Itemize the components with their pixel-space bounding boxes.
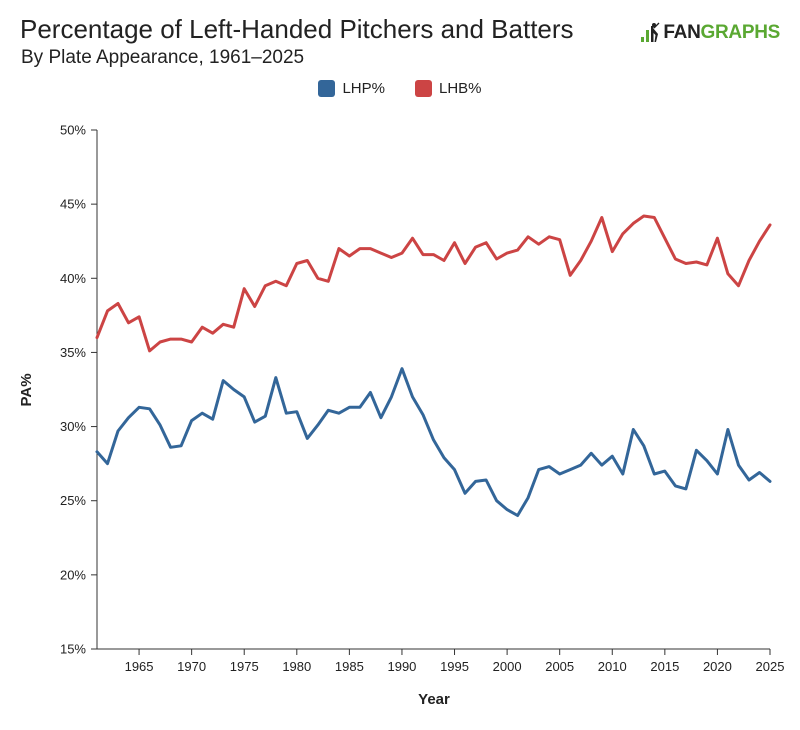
- y-tick-label: 15%: [60, 642, 86, 657]
- x-tick-label: 1995: [440, 659, 469, 674]
- x-tick-label: 2000: [493, 659, 522, 674]
- x-tick-label: 2010: [598, 659, 627, 674]
- y-tick-label: 40%: [60, 271, 86, 286]
- lhp-series-line: [95, 367, 772, 517]
- chart-title: Percentage of Left-Handed Pitchers and B…: [20, 14, 574, 44]
- legend-label-lhb: LHB%: [439, 80, 482, 97]
- chart-subtitle: By Plate Appearance, 1961–2025: [21, 47, 305, 68]
- legend-item-lhb[interactable]: LHB%: [415, 80, 482, 97]
- x-tick-label: 1985: [335, 659, 364, 674]
- x-tick-label: 2005: [545, 659, 574, 674]
- x-axis: 1965 1970 1975 1980 1985 1990 1995 2000 2005 2010…: [97, 648, 785, 674]
- x-tick-label: 2020: [703, 659, 732, 674]
- y-axis: 15% 20% 25% 30% 35% 40% 45% 50%: [60, 123, 98, 657]
- y-tick-label: 25%: [60, 493, 86, 508]
- x-tick-label: 1990: [387, 659, 416, 674]
- legend-label-lhp: LHP%: [342, 80, 385, 97]
- x-axis-title: Year: [418, 691, 450, 708]
- x-tick-label: 2015: [650, 659, 679, 674]
- fangraphs-logo[interactable]: FAN GRAPHS: [640, 22, 780, 44]
- legend-swatch-lhb: [415, 80, 432, 97]
- legend-item-lhp[interactable]: LHP%: [318, 80, 385, 97]
- lhb-series-line: [95, 214, 772, 353]
- logo-text-graphs: GRAPHS: [700, 22, 781, 43]
- batter-logo-icon: [641, 22, 660, 42]
- chart-legend: LHP% LHB%: [0, 80, 800, 97]
- y-tick-label: 45%: [60, 197, 86, 212]
- x-tick-label: 1975: [230, 659, 259, 674]
- x-tick-label: 1965: [125, 659, 154, 674]
- y-tick-label: 20%: [60, 567, 86, 582]
- x-tick-label: 1980: [282, 659, 311, 674]
- y-tick-label: 50%: [60, 123, 86, 138]
- legend-swatch-lhp: [318, 80, 336, 97]
- logo-text-fan: FAN: [663, 22, 701, 43]
- series-lines: [95, 214, 772, 517]
- x-tick-label: 1970: [177, 659, 206, 674]
- y-axis-title: PA%: [18, 373, 35, 406]
- y-tick-label: 35%: [60, 345, 86, 360]
- y-tick-label: 30%: [60, 419, 86, 434]
- x-tick-label: 2025: [756, 659, 785, 674]
